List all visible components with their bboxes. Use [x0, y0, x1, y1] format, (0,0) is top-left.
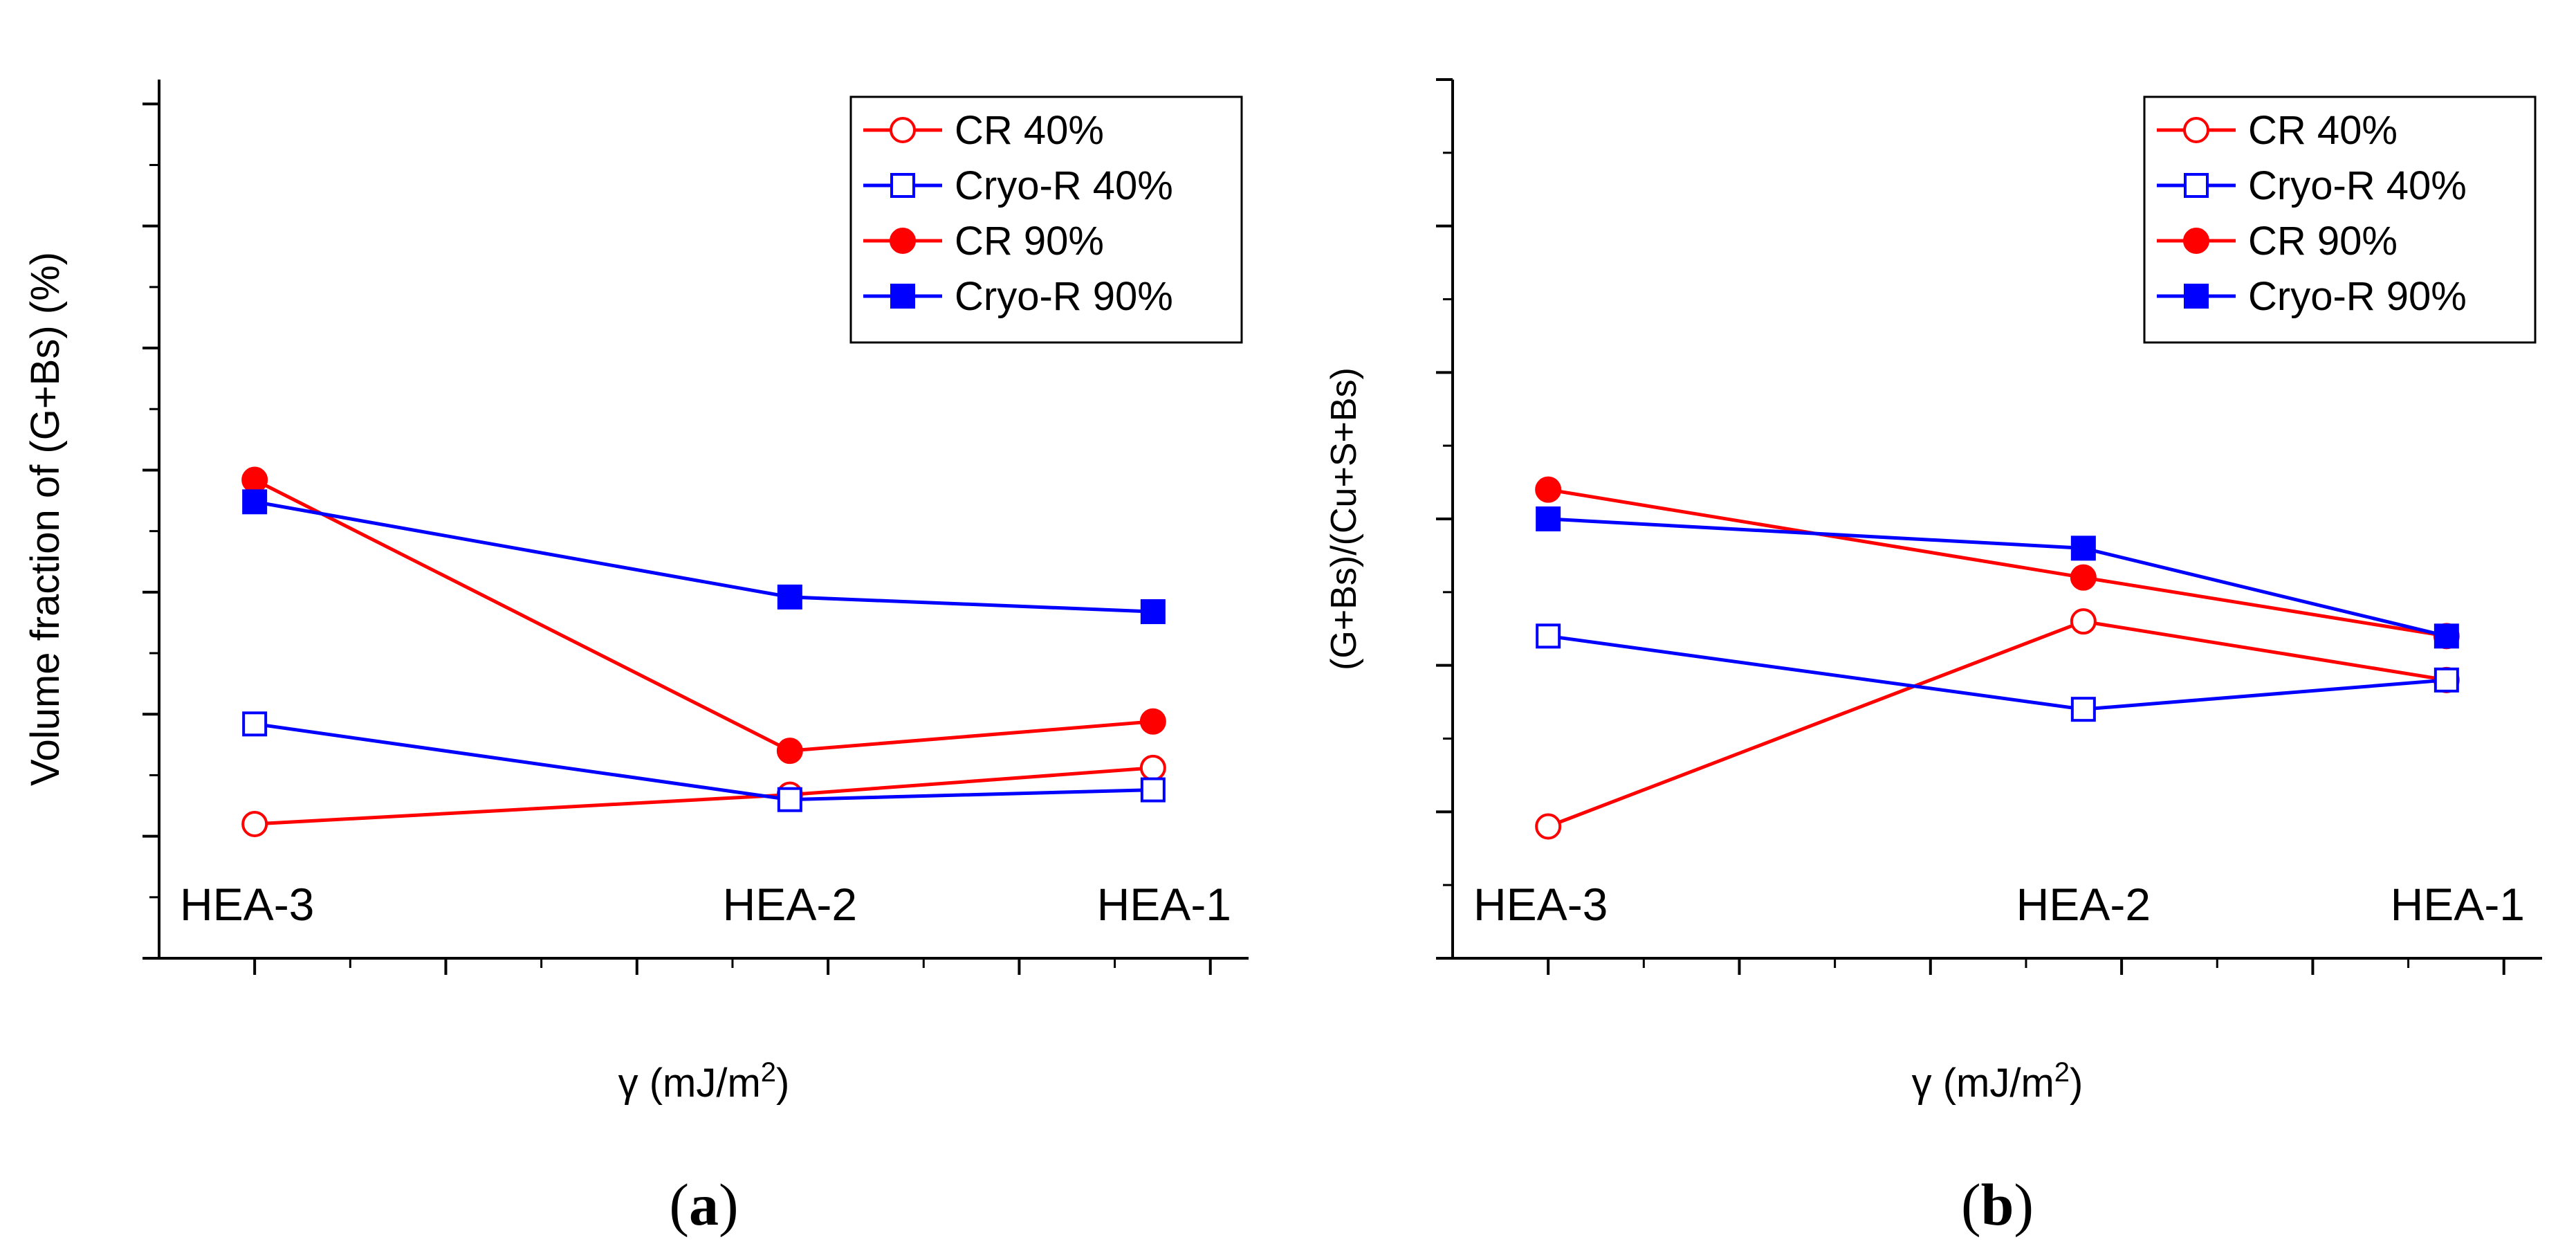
legend-label: CR 40%	[2248, 108, 2398, 153]
legend: CR 40% Cryo-R 40% CR 90% Cryo-R 90%	[849, 95, 1243, 344]
series-line	[1547, 619, 2447, 828]
point-label-hea-2: HEA-2	[2016, 879, 2151, 930]
x-axis-label: γ (mJ/m2)	[1912, 1057, 2083, 1106]
x-axis-label-close: )	[776, 1061, 789, 1106]
x-axis-label-close: )	[2070, 1061, 2083, 1106]
series-cryo-r-90-	[1536, 506, 2459, 649]
legend-label: Cryo-R 40%	[2248, 163, 2467, 208]
legend-label: CR 90%	[2248, 219, 2398, 264]
panel-caption: (a)	[669, 1171, 738, 1238]
series-cr-90-	[241, 466, 1166, 765]
x-axis-label-main: γ (mJ/m	[1912, 1061, 2054, 1106]
chart-panel-b: γ (mJ/m2) (G+Bs)/(Cu+S+Bs) HEA-3 HEA-2 HEA-1…	[1324, 78, 2542, 1238]
point-label-hea-3: HEA-3	[180, 879, 314, 930]
panel-caption-letter: b	[1981, 1171, 2014, 1238]
point-label-hea-3: HEA-3	[1473, 879, 1608, 930]
data-point	[1535, 476, 1562, 503]
data-point	[241, 810, 268, 837]
y-axis-label: (G+Bs)/(Cu+S+Bs)	[1324, 367, 1364, 670]
legend-marker	[2184, 173, 2209, 198]
panel-caption-close: )	[2014, 1171, 2034, 1238]
panel-caption-open: (	[1961, 1171, 1981, 1238]
series-line	[1547, 488, 2447, 638]
series-line	[255, 766, 1154, 826]
series-cr-40-	[241, 754, 1166, 837]
series-cr-40-	[1535, 608, 2460, 840]
data-point	[1139, 708, 1166, 735]
series-line	[254, 500, 1153, 614]
series-cryo-r-90-	[242, 489, 1166, 625]
series-line	[1548, 517, 2447, 638]
legend-marker	[2183, 117, 2209, 143]
y-axis-label: Volume fraction of (G+Bs) (%)	[23, 252, 68, 786]
legend-label: Cryo-R 90%	[2248, 274, 2467, 319]
data-point	[1139, 754, 1166, 781]
data-point	[1140, 777, 1166, 803]
legend-box	[2143, 95, 2537, 344]
data-point	[1535, 813, 1562, 840]
chart-panel-a: γ (mJ/m2) Volume fraction of (G+Bs) (%) HE…	[23, 80, 1249, 1238]
legend-marker	[890, 284, 915, 309]
panel-caption-close: )	[719, 1171, 739, 1238]
x-axis-label-superscript: 2	[761, 1057, 776, 1088]
data-point	[1536, 506, 1561, 531]
data-point	[2070, 564, 2097, 591]
series-line	[254, 478, 1154, 753]
data-point	[1536, 623, 1561, 649]
data-point	[1140, 599, 1166, 625]
panel-caption-open: (	[669, 1171, 689, 1238]
legend-marker	[890, 173, 915, 198]
x-axis-label-main: γ (mJ/m	[618, 1061, 761, 1106]
legend-marker	[2183, 228, 2209, 254]
panel-caption: (b)	[1961, 1171, 2034, 1238]
legend-label: CR 40%	[955, 108, 1104, 153]
legend-label: Cryo-R 40%	[955, 163, 1173, 208]
data-point	[776, 738, 803, 765]
data-point	[2434, 623, 2459, 649]
point-label-hea-1: HEA-1	[1097, 879, 1231, 930]
x-axis-label: γ (mJ/m2)	[618, 1057, 790, 1106]
point-label-hea-2: HEA-2	[723, 879, 857, 930]
legend-marker	[890, 228, 916, 254]
series-cryo-r-40-	[242, 711, 1166, 812]
series-cr-90-	[1535, 476, 2460, 650]
legend-marker	[890, 117, 916, 143]
data-point	[2070, 536, 2096, 561]
series-cryo-r-40-	[1536, 623, 2459, 722]
legend: CR 40% Cryo-R 40% CR 90% Cryo-R 90%	[2143, 95, 2537, 344]
data-point	[2070, 697, 2096, 722]
data-point	[241, 466, 268, 493]
data-point	[777, 787, 802, 812]
legend-marker	[2184, 284, 2209, 309]
legend-label: Cryo-R 90%	[955, 274, 1173, 319]
data-point	[2434, 667, 2459, 693]
data-point	[242, 711, 268, 737]
legend-label: CR 90%	[955, 219, 1104, 264]
panel-caption-letter: a	[689, 1171, 719, 1238]
data-point	[777, 584, 802, 610]
data-point	[2070, 608, 2097, 635]
x-axis-label-superscript: 2	[2054, 1057, 2070, 1088]
series-line	[1547, 634, 2447, 711]
point-label-hea-1: HEA-1	[2391, 879, 2525, 930]
series-line	[254, 722, 1153, 802]
data-point	[242, 489, 268, 515]
legend-box	[849, 95, 1243, 344]
